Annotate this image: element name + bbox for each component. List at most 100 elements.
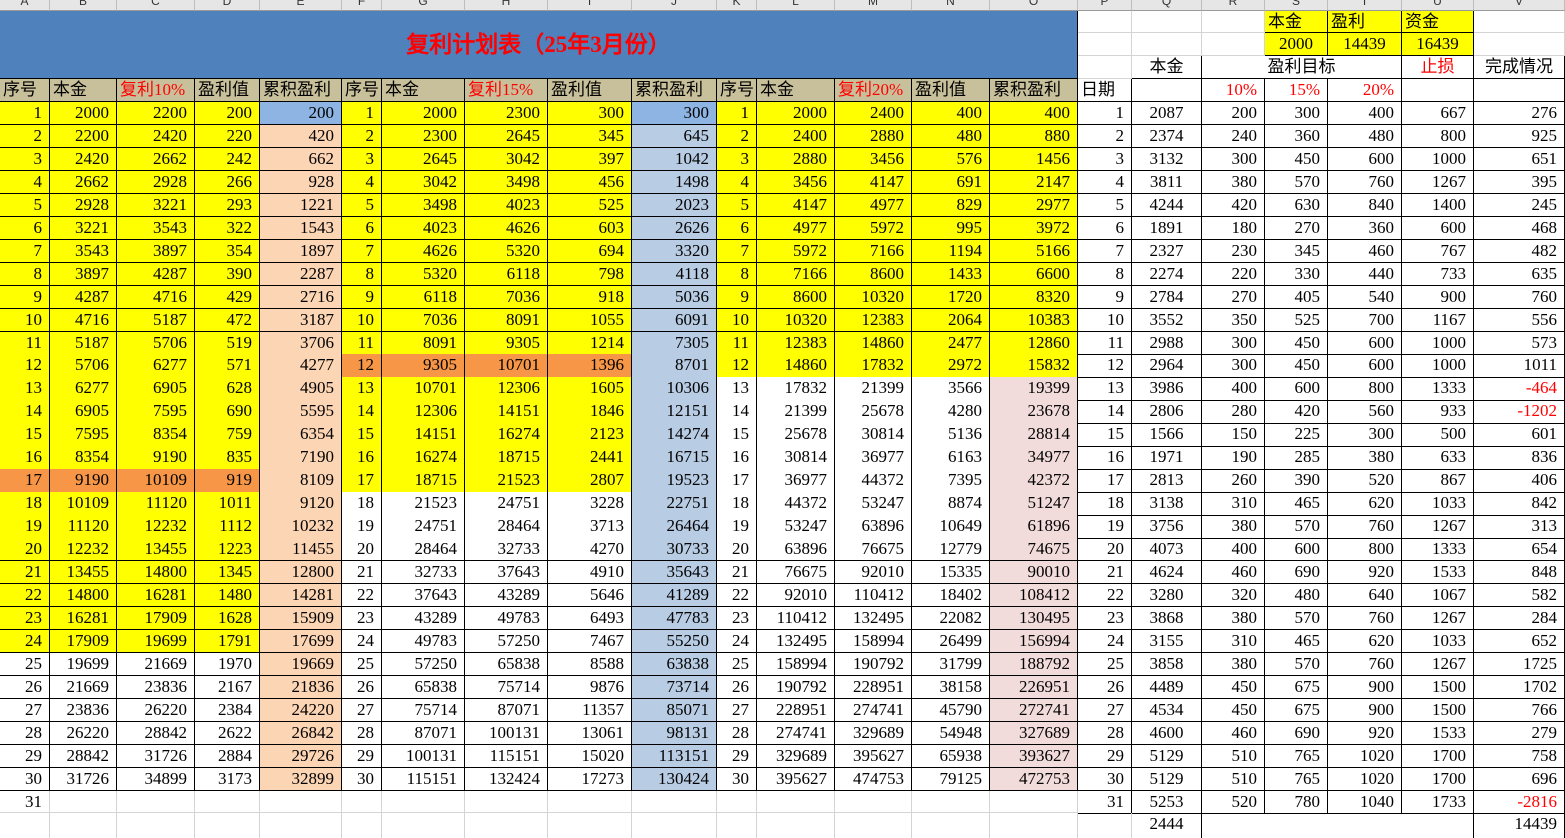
cumulative-profit-cell[interactable]: 1897 [260, 239, 342, 264]
empty-cell[interactable] [757, 813, 835, 838]
value-cell[interactable]: 26220 [117, 698, 195, 723]
target-15-cell[interactable]: 225 [1265, 423, 1328, 447]
cumulative-profit-cell[interactable]: 6600 [990, 262, 1078, 287]
target-10-cell[interactable]: 400 [1202, 377, 1265, 401]
value-cell[interactable]: 3897 [50, 262, 117, 287]
value-cell[interactable]: 8600 [835, 262, 912, 287]
value-cell[interactable]: 3173 [195, 767, 260, 791]
value-cell[interactable]: 480 [912, 124, 990, 149]
value-cell[interactable]: 2645 [465, 124, 548, 149]
day-number[interactable]: 11 [1078, 331, 1132, 355]
cumulative-profit-cell[interactable]: 29726 [260, 744, 342, 769]
value-cell[interactable]: 25678 [835, 400, 912, 424]
value-cell[interactable]: 2928 [117, 170, 195, 195]
empty-cell[interactable] [260, 790, 342, 814]
value-cell[interactable]: 37643 [465, 561, 548, 585]
principal-cell[interactable]: 2374 [1132, 124, 1202, 149]
target-15-cell[interactable]: 765 [1265, 767, 1328, 791]
value-cell[interactable]: 2441 [548, 446, 632, 470]
principal-cell[interactable]: 4600 [1132, 721, 1202, 746]
target-10-cell[interactable]: 190 [1202, 446, 1265, 470]
row-number[interactable]: 29 [717, 744, 757, 769]
value-cell[interactable]: 12383 [757, 331, 835, 355]
completion-total[interactable]: 14439 [1474, 813, 1565, 838]
empty-cell[interactable] [757, 790, 835, 814]
value-cell[interactable]: 5187 [50, 331, 117, 355]
target-15-cell[interactable]: 570 [1265, 652, 1328, 677]
column-label[interactable]: 序号 [0, 79, 50, 102]
day-number[interactable]: 23 [1078, 606, 1132, 631]
target-20-cell[interactable]: 760 [1328, 652, 1402, 677]
completion-cell[interactable]: 654 [1474, 538, 1565, 562]
row-number[interactable]: 28 [717, 721, 757, 746]
value-cell[interactable]: 228951 [835, 675, 912, 700]
value-cell[interactable]: 21669 [50, 675, 117, 700]
day-number[interactable]: 19 [1078, 515, 1132, 539]
value-cell[interactable]: 6905 [50, 400, 117, 424]
value-cell[interactable]: 8588 [548, 652, 632, 677]
cumulative-profit-cell[interactable]: 22751 [632, 492, 717, 516]
column-header-O[interactable]: O [990, 0, 1078, 11]
value-cell[interactable]: 2064 [912, 308, 990, 332]
value-cell[interactable]: 4716 [50, 308, 117, 332]
value-cell[interactable]: 4626 [382, 239, 465, 264]
row-number[interactable]: 1 [342, 102, 382, 126]
day-number[interactable]: 5 [1078, 193, 1132, 218]
day-number[interactable]: 15 [1078, 423, 1132, 447]
row-number[interactable]: 6 [0, 216, 50, 241]
value-cell[interactable]: 400 [912, 102, 990, 126]
value-cell[interactable]: 7166 [757, 262, 835, 287]
cumulative-profit-cell[interactable]: 73714 [632, 675, 717, 700]
value-cell[interactable]: 23836 [50, 698, 117, 723]
value-cell[interactable]: 6277 [50, 377, 117, 401]
value-cell[interactable]: 75714 [465, 675, 548, 700]
cumulative-profit-cell[interactable]: 32899 [260, 767, 342, 791]
column-header-V[interactable]: V [1474, 0, 1565, 11]
value-cell[interactable]: 329689 [835, 721, 912, 746]
row-number[interactable]: 3 [717, 147, 757, 172]
value-cell[interactable]: 24751 [382, 515, 465, 539]
value-cell[interactable]: 57250 [382, 652, 465, 677]
value-cell[interactable]: 525 [548, 193, 632, 218]
value-cell[interactable]: 2400 [835, 102, 912, 126]
value-cell[interactable]: 16274 [465, 423, 548, 447]
day-number[interactable]: 6 [1078, 216, 1132, 241]
value-cell[interactable]: 2662 [50, 170, 117, 195]
value-cell[interactable]: 4023 [382, 216, 465, 241]
cumulative-profit-cell[interactable]: 61896 [990, 515, 1078, 539]
value-cell[interactable]: 57250 [465, 629, 548, 654]
value-cell[interactable]: 2622 [195, 721, 260, 746]
value-cell[interactable]: 8354 [117, 423, 195, 447]
column-header-I[interactable]: I [548, 0, 632, 11]
day-number[interactable]: 12 [1078, 354, 1132, 378]
cumulative-profit-cell[interactable]: 9120 [260, 492, 342, 516]
column-label[interactable]: 复利10% [117, 79, 195, 102]
value-cell[interactable]: 32733 [382, 561, 465, 585]
value-cell[interactable]: 13061 [548, 721, 632, 746]
principal-cell[interactable]: 1566 [1132, 423, 1202, 447]
completion-cell[interactable]: 652 [1474, 629, 1565, 654]
stop-loss-cell[interactable]: 1400 [1402, 193, 1474, 218]
empty-cell[interactable] [632, 790, 717, 814]
stop-loss-cell[interactable]: 800 [1402, 124, 1474, 149]
row-number[interactable]: 18 [0, 492, 50, 516]
column-header-H[interactable]: H [465, 0, 548, 11]
row-number[interactable]: 14 [342, 400, 382, 424]
row-number[interactable]: 6 [342, 216, 382, 241]
row-number[interactable]: 30 [717, 767, 757, 791]
value-cell[interactable]: 691 [912, 170, 990, 195]
principal-total[interactable]: 2444 [1132, 813, 1202, 838]
value-cell[interactable]: 54948 [912, 721, 990, 746]
cumulative-profit-cell[interactable]: 15832 [990, 354, 1078, 378]
value-cell[interactable]: 519 [195, 331, 260, 355]
day-number[interactable]: 2 [1078, 124, 1132, 149]
target-15-cell[interactable]: 390 [1265, 469, 1328, 493]
cumulative-profit-cell[interactable]: 35643 [632, 561, 717, 585]
value-cell[interactable]: 14860 [757, 354, 835, 378]
day-number[interactable]: 30 [1078, 767, 1132, 791]
row-number[interactable]: 9 [342, 285, 382, 310]
day-number[interactable]: 27 [1078, 698, 1132, 723]
target-20-cell[interactable]: 540 [1328, 285, 1402, 310]
completion-cell[interactable]: 313 [1474, 515, 1565, 539]
cumulative-profit-cell[interactable]: 130424 [632, 767, 717, 791]
